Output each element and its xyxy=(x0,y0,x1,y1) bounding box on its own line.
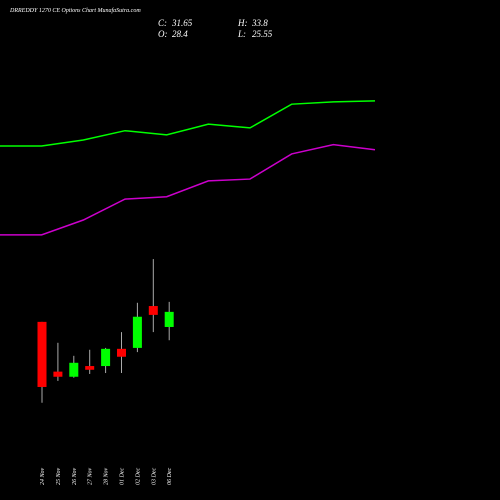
chart-title: DRREDDY 1270 CE Options Chart MunafaSutr… xyxy=(9,7,141,14)
indicator-line xyxy=(0,143,376,236)
indicator-line xyxy=(0,100,376,147)
info-value: 25.55 xyxy=(252,29,273,39)
candle-body xyxy=(85,366,95,370)
candle-body xyxy=(117,348,126,357)
x-tick-label: 25 Nov xyxy=(56,467,62,485)
candle-body xyxy=(164,311,174,327)
x-tick-label: 27 Nov xyxy=(88,467,94,485)
info-value: 31.65 xyxy=(171,18,193,28)
info-label: L: xyxy=(237,29,246,39)
x-tick-label: 03 Dec xyxy=(151,468,157,485)
candle-body xyxy=(37,321,47,387)
x-tick-label: 02 Dec xyxy=(135,468,141,485)
candle-body xyxy=(53,371,63,377)
candle-body xyxy=(132,316,142,348)
candle-body xyxy=(101,348,111,367)
candle-body xyxy=(69,362,79,377)
x-tick-label: 26 Nov xyxy=(72,467,78,485)
info-label: H: xyxy=(237,18,248,28)
x-tick-label: 01 Dec xyxy=(120,468,126,485)
x-tick-label: 06 Dec xyxy=(167,468,173,485)
x-tick-label: 28 Nov xyxy=(104,467,110,485)
info-label: C: xyxy=(158,18,167,28)
x-tick-label: 24 Nov xyxy=(39,467,46,485)
candle-body xyxy=(148,306,158,315)
info-value: 28.4 xyxy=(172,29,188,39)
info-value: 33.8 xyxy=(251,18,268,28)
info-label: O: xyxy=(158,29,168,39)
